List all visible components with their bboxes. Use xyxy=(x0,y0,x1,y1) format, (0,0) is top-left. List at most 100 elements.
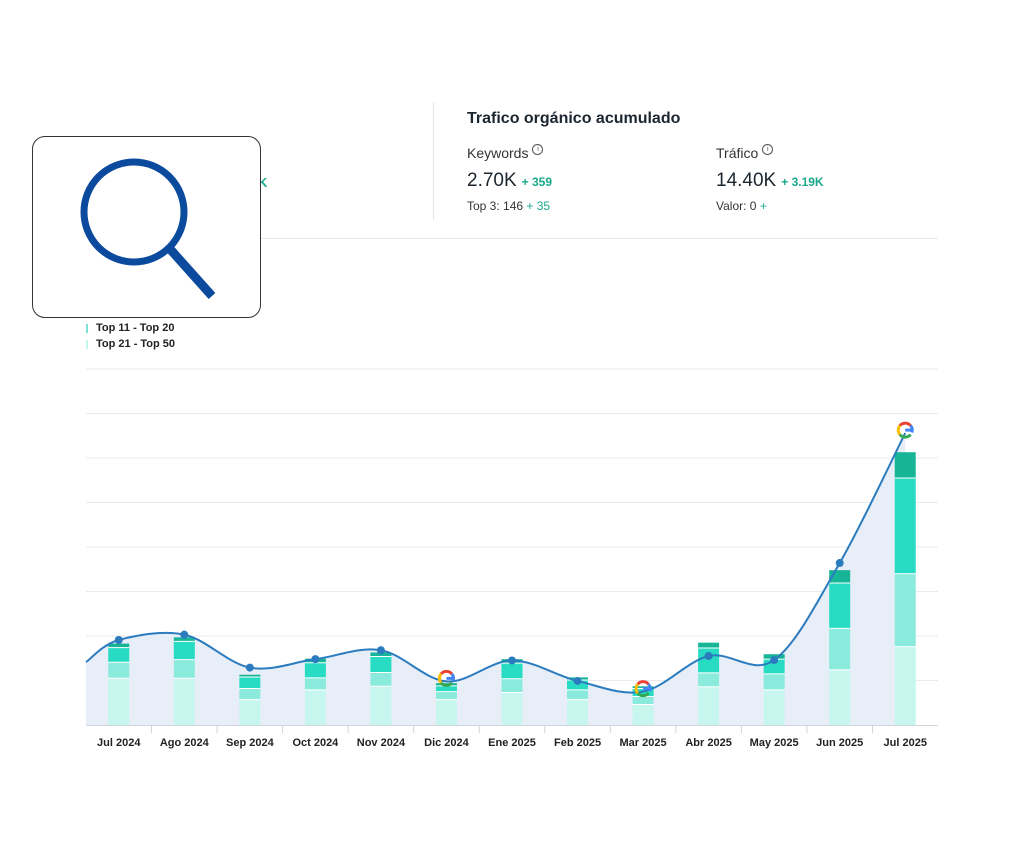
bar-segment xyxy=(239,674,261,677)
bar-segment xyxy=(239,688,261,700)
bar-segment xyxy=(567,689,589,700)
x-tick-label: Dic 2024 xyxy=(424,737,470,749)
bar-segment xyxy=(632,704,654,725)
bar-segment xyxy=(632,696,654,705)
bar-segment xyxy=(239,699,261,725)
bar-segment xyxy=(173,637,195,642)
legend-swatch xyxy=(86,339,88,349)
legend-item-top21-50[interactable]: Top 21 - Top 50 xyxy=(86,336,175,352)
bar-segment xyxy=(894,646,916,725)
bar-segment xyxy=(370,652,392,657)
google-icon-arc xyxy=(896,424,902,436)
bar-segment xyxy=(108,662,130,679)
bar-segment xyxy=(435,685,457,692)
bar-segment xyxy=(829,669,851,725)
info-icon[interactable]: i xyxy=(532,143,544,155)
keywords-label: Keywords xyxy=(467,145,529,161)
google-icon-arc xyxy=(439,669,453,676)
info-icon[interactable]: i xyxy=(762,143,774,155)
traffic-stat: Tráfico i 14.40K + 3.19K Valor: 0 + xyxy=(716,143,824,213)
google-icon-arc xyxy=(636,680,650,686)
data-point xyxy=(508,656,516,665)
bar-segment xyxy=(239,676,261,689)
bar-segment xyxy=(370,656,392,673)
bar-segment xyxy=(829,583,851,629)
data-point xyxy=(245,663,254,672)
google-icon[interactable] xyxy=(896,421,914,439)
bar-segment xyxy=(108,643,130,648)
data-point xyxy=(704,652,713,661)
keywords-top3-delta: + 35 xyxy=(526,199,551,213)
google-icon-arc xyxy=(898,421,912,427)
stats-title: Trafico orgánico acumulado xyxy=(467,110,681,127)
bar-segment xyxy=(894,478,916,574)
x-tick-label: Jun 2025 xyxy=(816,737,863,749)
data-point xyxy=(114,636,123,645)
x-tick-label: Ene 2025 xyxy=(488,737,536,749)
google-icon-arc xyxy=(438,672,443,684)
header-divider xyxy=(433,102,434,220)
x-tick-label: Abr 2025 xyxy=(685,737,731,749)
bar-segment xyxy=(370,672,392,687)
data-point xyxy=(770,656,779,665)
legend-label: Top 21 - Top 50 xyxy=(96,338,176,350)
x-tick-label: Jul 2024 xyxy=(97,737,141,749)
bar-segment xyxy=(108,678,130,725)
x-tick-label: Oct 2024 xyxy=(292,737,339,749)
x-tick-label: Feb 2025 xyxy=(554,737,601,749)
bar-segment xyxy=(304,662,326,678)
google-icon-arc xyxy=(634,683,639,695)
x-tick-label: Jul 2025 xyxy=(884,737,927,749)
bar-segment xyxy=(698,648,720,673)
traffic-value-label: Valor: 0 xyxy=(716,199,757,213)
x-tick-label: Sep 2024 xyxy=(226,737,275,749)
keywords-value: 2.70K xyxy=(467,170,517,191)
data-point xyxy=(376,646,385,655)
legend-item-top11-20[interactable]: Top 11 - Top 20 xyxy=(86,320,175,336)
bar-segment xyxy=(173,678,195,725)
partial-stat-value: K xyxy=(258,175,268,190)
bar-segment xyxy=(108,647,130,663)
keywords-delta: + 359 xyxy=(521,175,553,189)
x-tick-label: Mar 2025 xyxy=(620,737,667,749)
x-tick-label: May 2025 xyxy=(750,737,799,749)
bar-segment xyxy=(501,678,523,693)
bar-segment xyxy=(304,689,326,725)
data-point xyxy=(180,630,189,639)
legend-label: Top 11 - Top 20 xyxy=(96,322,175,334)
x-tick-label: Nov 2024 xyxy=(357,737,406,749)
bar-segment xyxy=(894,573,916,647)
bar-segment xyxy=(501,692,523,725)
bar-segment xyxy=(501,663,523,679)
traffic-value: 14.40K xyxy=(716,170,777,191)
bar-segment xyxy=(173,641,195,660)
legend-swatch xyxy=(86,323,88,333)
bar-segment xyxy=(698,642,720,649)
bar-segment xyxy=(763,673,785,690)
data-point xyxy=(835,559,844,568)
google-icon-arc xyxy=(439,681,453,687)
traffic-delta: + 3.19K xyxy=(781,175,824,189)
bar-segment xyxy=(763,689,785,725)
keywords-top3: Top 3: 146 xyxy=(467,199,524,213)
traffic-value-delta: + xyxy=(759,199,767,213)
search-card[interactable] xyxy=(32,136,261,318)
google-icon[interactable] xyxy=(634,680,652,698)
trend-area xyxy=(86,433,906,725)
data-point xyxy=(573,676,582,685)
traffic-label: Tráfico xyxy=(716,145,759,161)
bar-segment xyxy=(304,677,326,690)
google-icon[interactable] xyxy=(438,669,455,687)
bar-segment xyxy=(894,452,916,479)
search-icon xyxy=(80,158,216,299)
data-point xyxy=(311,655,320,664)
bar-segment xyxy=(567,680,589,690)
chart-legend: Top 11 - Top 20 Top 21 - Top 50 xyxy=(86,320,175,352)
bar-segment xyxy=(829,628,851,670)
bar-segment xyxy=(567,699,589,725)
bar-segment xyxy=(435,691,457,700)
bar-segment xyxy=(370,686,392,725)
bar-segment xyxy=(698,672,720,687)
bar-segment xyxy=(698,686,720,725)
